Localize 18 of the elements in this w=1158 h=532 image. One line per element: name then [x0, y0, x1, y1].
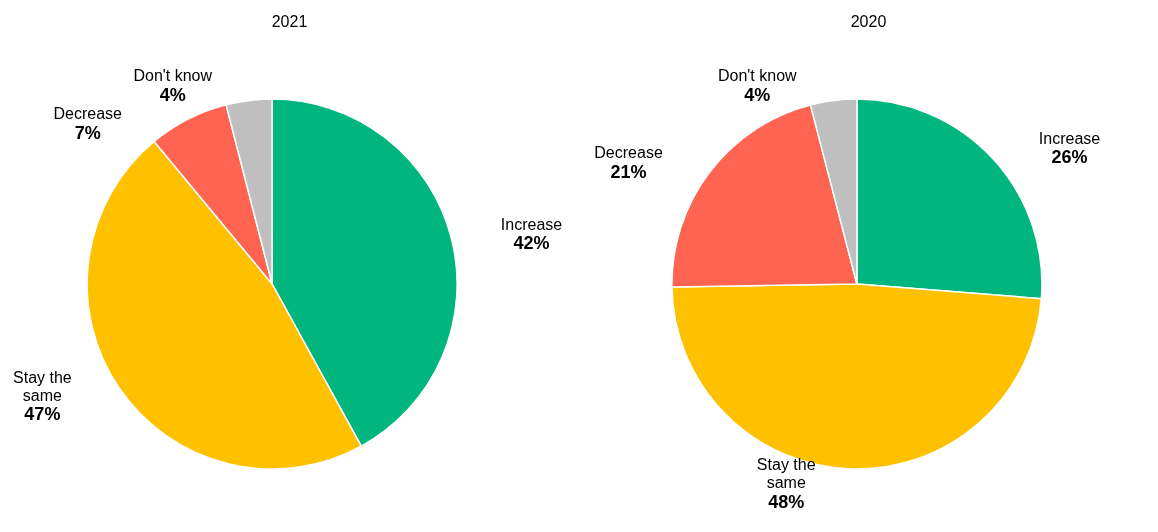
slice-label: Stay the same — [756, 456, 816, 492]
data-label: 4% — [159, 84, 186, 105]
chart-title: 2020 — [850, 12, 887, 30]
slice-label: Decrease — [53, 105, 123, 123]
slice-label: Increase — [1038, 129, 1101, 147]
data-label: 7% — [74, 122, 101, 143]
slice-label: Stay the same — [13, 368, 72, 404]
slice-label: Decrease — [594, 144, 663, 162]
slice-label: Increase — [500, 215, 563, 233]
data-label: 26% — [1051, 147, 1088, 168]
data-label: 4% — [744, 84, 771, 105]
slice-label: Don't know — [717, 67, 798, 85]
data-label: 21% — [610, 161, 647, 182]
data-label: 48% — [768, 491, 805, 512]
data-label: 42% — [513, 233, 550, 254]
data-label: 47% — [24, 404, 61, 425]
chart-title: 2021 — [271, 12, 308, 30]
slice-label: Don't know — [133, 67, 213, 85]
